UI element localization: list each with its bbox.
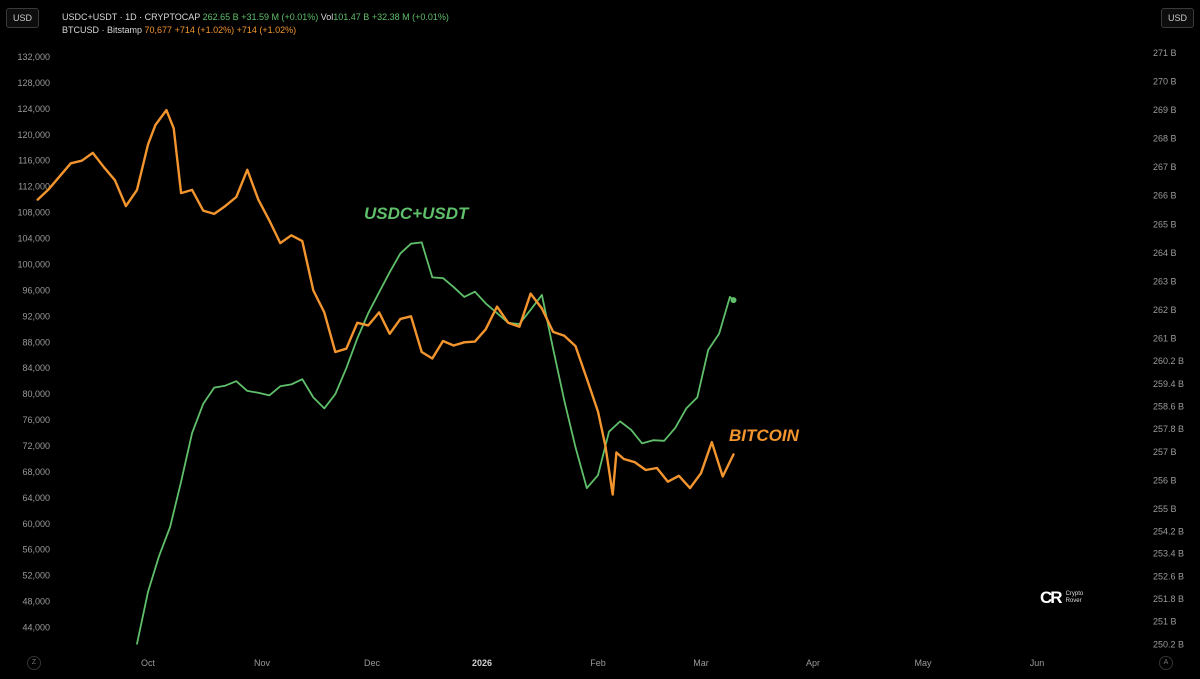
left-tick-label: 92,000 — [22, 311, 50, 321]
legend-btc-name: BTCUSD · Bitstamp — [62, 25, 143, 35]
legend-vol-label: Vol — [320, 12, 334, 22]
crypto-rover-watermark: CR Crypto Rover — [1040, 588, 1096, 608]
stablecoin-series-line — [136, 241, 735, 645]
left-tick-label: 96,000 — [22, 285, 50, 295]
left-currency-button[interactable]: USD — [6, 8, 40, 28]
right-currency-button[interactable]: USD — [1160, 8, 1194, 28]
time-tick-label: Jun — [1030, 658, 1045, 668]
right-tick-label: 254.2 B — [1153, 527, 1184, 537]
watermark-line-1: Crypto — [1065, 591, 1084, 597]
left-tick-label: 116,000 — [18, 156, 50, 166]
left-tick-label: 132,000 — [17, 52, 50, 62]
stablecoin-annotation: USDC+USDT — [364, 204, 470, 223]
right-tick-label: 253.4 B — [1153, 549, 1184, 559]
right-tick-label: 270 B — [1153, 77, 1177, 87]
time-tick-label: Oct — [141, 658, 156, 668]
left-tick-label: 60,000 — [22, 519, 50, 529]
left-tick-label: 72,000 — [22, 441, 50, 451]
right-tick-label: 265 B — [1153, 219, 1177, 229]
time-tick-label: Nov — [254, 658, 271, 668]
time-tick-label: Mar — [693, 658, 709, 668]
legend-btc-change-2: +714 (+1.02%) — [236, 25, 297, 35]
left-tick-label: 76,000 — [22, 415, 50, 425]
time-tick-label: Feb — [590, 658, 606, 668]
right-tick-label: 262 B — [1153, 305, 1177, 315]
time-tick-label: Apr — [806, 658, 820, 668]
time-tick-label: May — [914, 658, 932, 668]
right-tick-label: 259.4 B — [1153, 379, 1184, 389]
legend-stablecoin-name: USDC+USDT · 1D · CRYPTOCAP — [62, 12, 201, 22]
left-tick-label: 108,000 — [17, 208, 50, 218]
right-tick-label: 258.6 B — [1153, 401, 1184, 411]
right-tick-label: 266 B — [1153, 191, 1177, 201]
right-tick-label: 271 B — [1153, 48, 1177, 58]
right-tick-label: 268 B — [1153, 134, 1177, 144]
left-tick-label: 68,000 — [22, 467, 50, 477]
right-tick-label: 250.2 B — [1153, 639, 1184, 649]
legend-vol-value: 101.47 B — [333, 12, 370, 22]
left-tick-label: 80,000 — [22, 389, 50, 399]
left-tick-label: 100,000 — [17, 259, 50, 269]
left-tick-label: 128,000 — [17, 78, 50, 88]
right-tick-label: 257 B — [1153, 447, 1177, 457]
left-tick-label: 112,000 — [18, 182, 50, 192]
auto-scale-icon[interactable]: A — [1159, 656, 1173, 670]
right-tick-label: 251 B — [1153, 617, 1177, 627]
left-tick-label: 88,000 — [22, 337, 50, 347]
right-tick-label: 256 B — [1153, 475, 1177, 485]
crypto-rover-logo-icon: CR — [1040, 588, 1063, 607]
left-tick-label: 52,000 — [22, 571, 50, 581]
left-tick-label: 48,000 — [22, 597, 50, 607]
legend-vol-change: +32.38 M (+0.01%) — [371, 12, 449, 22]
series-layer — [36, 108, 737, 645]
annotation-layer: USDC+USDT BITCOIN — [364, 204, 800, 445]
left-tick-label: 64,000 — [22, 493, 50, 503]
right-tick-label: 255 B — [1153, 504, 1177, 514]
legend-stablecoin[interactable]: USDC+USDT · 1D · CRYPTOCAP 262.65 B +31.… — [62, 12, 449, 22]
right-tick-label: 269 B — [1153, 105, 1177, 115]
time-tick-label: 2026 — [472, 658, 492, 668]
legend-btc-value: 70,677 — [144, 25, 173, 35]
right-tick-label: 257.8 B — [1153, 424, 1184, 434]
zoom-icon[interactable]: Z — [27, 656, 41, 670]
left-tick-label: 84,000 — [22, 363, 50, 373]
right-tick-label: 264 B — [1153, 248, 1177, 258]
legend-stablecoin-change: +31.59 M (+0.01%) — [241, 12, 319, 22]
legend-btc[interactable]: BTCUSD · Bitstamp 70,677 +714 (+1.02%) +… — [62, 25, 296, 35]
right-price-axis[interactable]: 250.2 B 251 B 251.8 B 252.6 B 253.4 B 254.2 B… — [1153, 48, 1184, 649]
left-tick-label: 56,000 — [22, 545, 50, 555]
right-tick-label: 252.6 B — [1153, 571, 1184, 581]
right-tick-label: 261 B — [1153, 333, 1177, 343]
left-tick-label: 124,000 — [17, 104, 50, 114]
watermark-text: Crypto Rover — [1066, 591, 1096, 605]
left-tick-label: 104,000 — [17, 234, 50, 244]
legend-btc-change: +714 (+1.02%) — [174, 25, 235, 35]
time-axis[interactable]: Oct Nov Dec 2026 Feb Mar Apr May Jun — [141, 658, 1044, 668]
right-tick-label: 263 B — [1153, 276, 1177, 286]
right-tick-label: 267 B — [1153, 162, 1177, 172]
right-tick-label: 260.2 B — [1153, 356, 1184, 366]
watermark-line-2: Rover — [1065, 598, 1082, 604]
bitcoin-annotation: BITCOIN — [729, 426, 800, 445]
right-tick-label: 251.8 B — [1153, 594, 1184, 604]
time-tick-label: Dec — [364, 658, 381, 668]
left-price-axis[interactable]: 44,000 48,000 52,000 56,000 60,000 64,000 68,0… — [17, 52, 50, 633]
left-tick-label: 44,000 — [22, 623, 50, 633]
left-tick-label: 120,000 — [17, 130, 50, 140]
stablecoin-last-point — [730, 297, 737, 304]
btc-series-line — [36, 108, 735, 496]
legend-stablecoin-value: 262.65 B — [202, 12, 239, 22]
